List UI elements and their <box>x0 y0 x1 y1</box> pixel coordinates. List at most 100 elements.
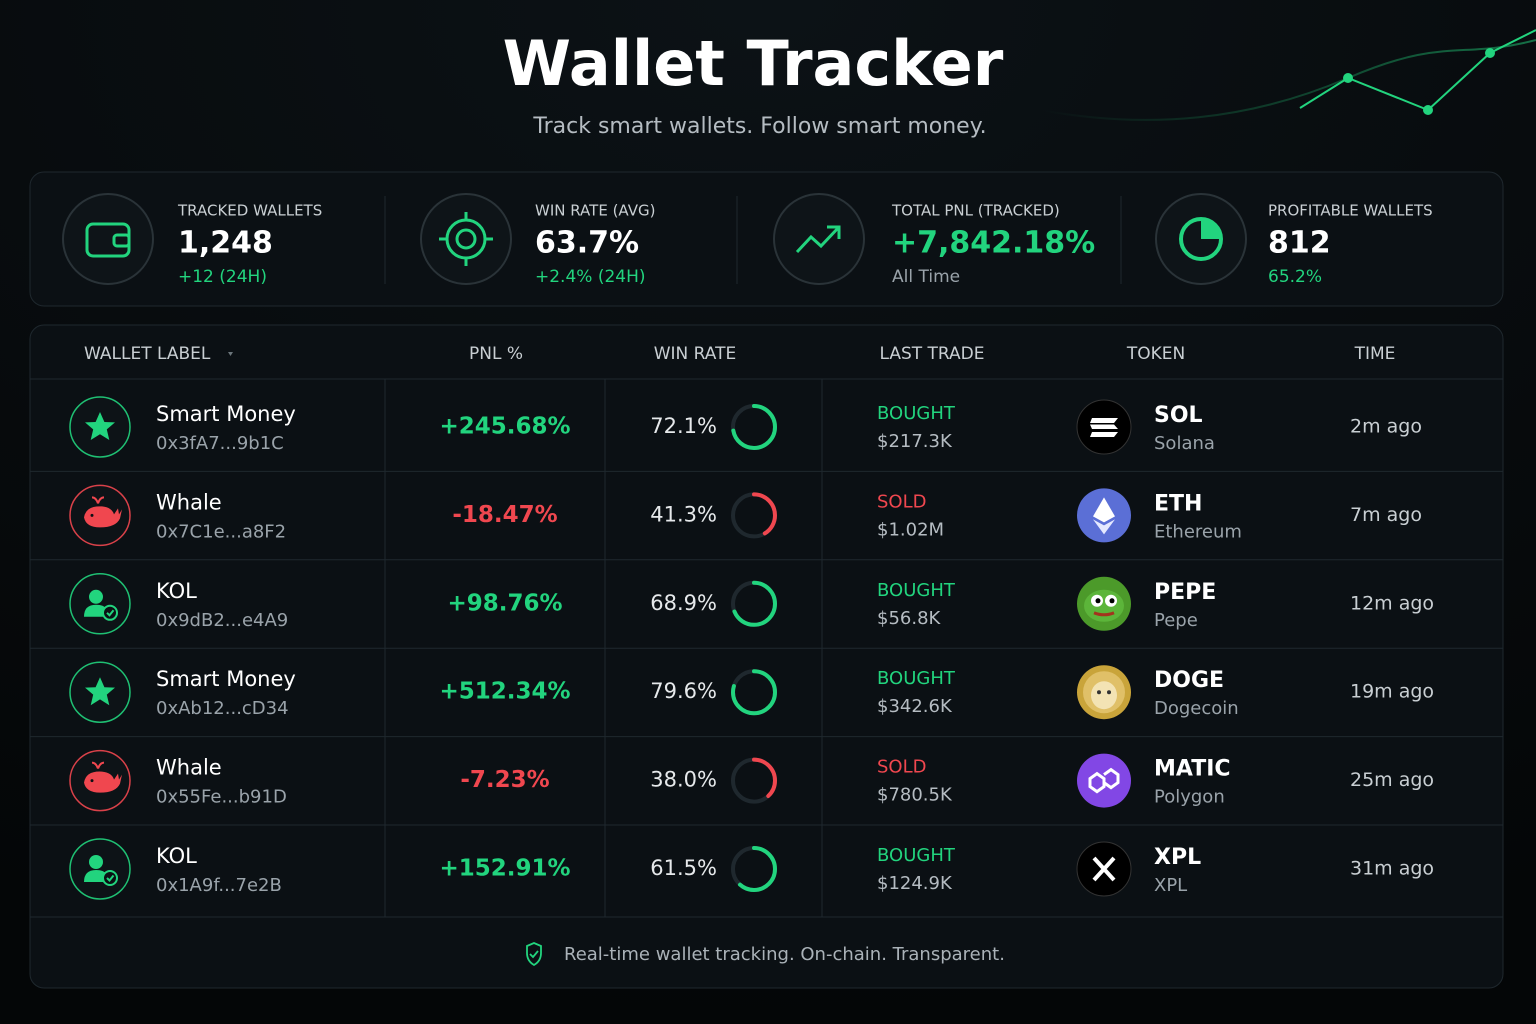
stat-value: +7,842.18% <box>892 226 1095 261</box>
wallet-address: 0x55Fe...b91D <box>156 787 287 808</box>
token-name: Solana <box>1154 433 1215 454</box>
token-logo <box>1077 576 1131 631</box>
wallet-label: Whale <box>156 756 222 780</box>
pnl: +245.68% <box>439 414 570 440</box>
token-logo <box>1077 488 1131 543</box>
stat-icon <box>62 193 154 285</box>
column-header: TIME <box>1354 344 1396 364</box>
decor-chart <box>1039 29 1536 121</box>
token-logo <box>1076 399 1132 455</box>
subtitle: Track smart wallets. Follow smart money. <box>532 114 986 139</box>
table-panel <box>29 324 1504 989</box>
trade-action: BOUGHT <box>877 668 956 689</box>
win-rate-ring <box>731 757 777 804</box>
title: Wallet Tracker <box>503 27 1004 100</box>
trade-amount: $342.6K <box>877 696 953 717</box>
shield-icon <box>526 942 542 967</box>
trade-action: BOUGHT <box>877 403 956 424</box>
stat-icon <box>1155 193 1247 285</box>
wallet-icon <box>69 573 131 635</box>
wallet-address: 0x7C1e...a8F2 <box>156 521 286 542</box>
wallet-address: 0x1A9f...7e2B <box>156 875 282 896</box>
stat-change: +12 (24H) <box>178 267 267 287</box>
win-rate: 79.6% <box>650 679 717 703</box>
token-symbol: SOL <box>1154 403 1203 428</box>
trade-action: BOUGHT <box>877 580 956 601</box>
win-rate-ring <box>731 492 777 539</box>
stat-label: TOTAL PNL (TRACKED) <box>891 202 1060 220</box>
pnl: -18.47% <box>452 502 557 528</box>
token-name: Ethereum <box>1154 521 1242 542</box>
win-rate: 72.1% <box>650 414 717 438</box>
token-name: Dogecoin <box>1154 698 1239 719</box>
trade-amount: $56.8K <box>877 608 942 629</box>
time: 25m ago <box>1350 769 1434 791</box>
trade-amount: $1.02M <box>877 519 944 540</box>
wallet-icon <box>69 484 131 547</box>
wallet-label: KOL <box>156 579 197 603</box>
trade-action: BOUGHT <box>877 845 956 866</box>
token-symbol: DOGE <box>1154 668 1224 693</box>
pnl: +512.34% <box>439 679 570 705</box>
trade-amount: $124.9K <box>877 873 953 894</box>
sort-icon <box>228 352 233 356</box>
token-symbol: ETH <box>1154 491 1202 516</box>
win-rate: 38.0% <box>650 768 717 792</box>
win-rate-ring <box>731 404 777 450</box>
wallet-label: Smart Money <box>156 402 296 426</box>
column-header: WIN RATE <box>654 344 737 364</box>
stat-change: All Time <box>892 267 960 287</box>
stat-label: PROFITABLE WALLETS <box>1268 202 1433 220</box>
time: 31m ago <box>1350 858 1434 880</box>
time: 7m ago <box>1350 504 1422 526</box>
wallet-label: KOL <box>156 844 197 868</box>
token-name: XPL <box>1154 875 1187 896</box>
win-rate: 41.3% <box>650 502 717 526</box>
trade-amount: $780.5K <box>877 785 953 806</box>
wallet-icon <box>69 396 131 458</box>
time: 2m ago <box>1350 416 1422 438</box>
wallet-icon <box>69 838 131 900</box>
trade-action: SOLD <box>877 757 926 778</box>
time: 12m ago <box>1350 592 1434 614</box>
column-header: TOKEN <box>1126 344 1185 364</box>
pnl: -7.23% <box>460 767 549 793</box>
token-symbol: XPL <box>1154 845 1201 870</box>
column-header: WALLET LABEL <box>84 344 211 364</box>
token-name: Polygon <box>1154 787 1225 808</box>
wallet-icon <box>69 661 131 723</box>
stat-value: 812 <box>1268 226 1331 261</box>
stats-panel <box>29 171 1504 307</box>
trade-action: SOLD <box>877 491 926 512</box>
footer-text: Real-time wallet tracking. On-chain. Tra… <box>564 944 1005 965</box>
token-logo <box>1076 841 1132 897</box>
wallet-icon <box>69 749 131 812</box>
stat-icon <box>420 193 512 285</box>
stat-change: 65.2% <box>1268 267 1322 287</box>
pnl: +98.76% <box>447 590 562 616</box>
stat-value: 63.7% <box>535 226 639 261</box>
stat-value: 1,248 <box>178 226 273 261</box>
win-rate: 68.9% <box>650 591 717 615</box>
wallet-label: Whale <box>156 490 222 514</box>
column-header: PNL % <box>469 344 523 364</box>
win-rate-ring <box>731 580 777 627</box>
win-rate-ring <box>731 846 777 892</box>
time: 19m ago <box>1350 681 1434 703</box>
column-header: LAST TRADE <box>879 344 984 364</box>
win-rate: 61.5% <box>650 856 717 880</box>
stat-label: TRACKED WALLETS <box>177 202 322 220</box>
stat-icon <box>773 193 865 285</box>
wallet-label: Smart Money <box>156 667 296 691</box>
trade-amount: $217.3K <box>877 431 953 452</box>
stat-change: +2.4% (24H) <box>535 267 646 287</box>
token-symbol: PEPE <box>1154 580 1216 605</box>
token-symbol: MATIC <box>1154 757 1231 782</box>
win-rate-ring <box>731 669 777 716</box>
token-logo <box>1077 665 1131 720</box>
wallet-address: 0x9dB2...e4A9 <box>156 610 288 631</box>
pnl: +152.91% <box>439 856 570 882</box>
stat-label: WIN RATE (AVG) <box>535 202 655 220</box>
wallet-address: 0xAb12...cD34 <box>156 698 289 719</box>
